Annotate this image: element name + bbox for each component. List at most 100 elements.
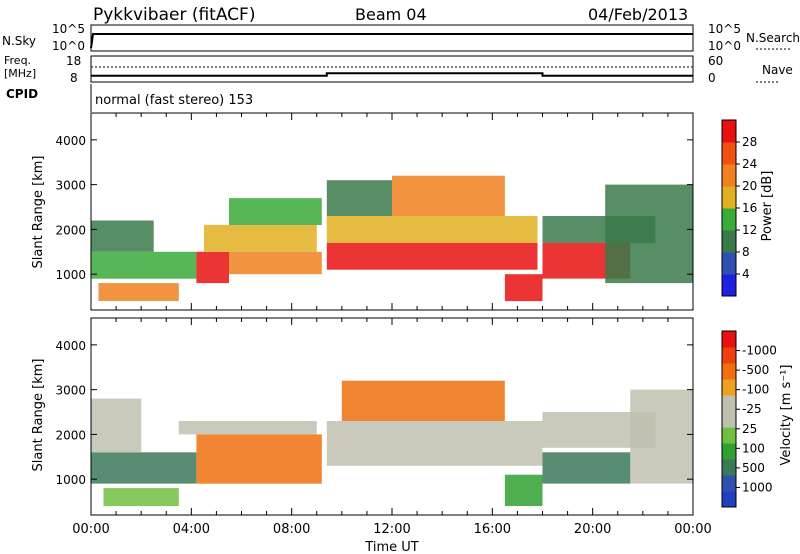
power-colorbar-cell — [722, 120, 736, 143]
velocity-colorbar-tick-label: 25 — [742, 422, 757, 436]
velocity-colorbar-tick-label: -25 — [742, 402, 762, 416]
velocity-region-6 — [341, 380, 505, 421]
nsky-tick-bottom: 10^0 — [52, 39, 85, 53]
nsky-tick-top: 10^5 — [52, 22, 85, 36]
power-region-1 — [91, 220, 154, 252]
power-ytick-label: 2000 — [55, 223, 86, 237]
nsearch-tick-top: 10^5 — [708, 22, 741, 36]
velocity-heatmap — [91, 380, 693, 506]
velocity-xtick-label: 20:00 — [574, 522, 611, 537]
velocity-xtick-label: 12:00 — [373, 522, 410, 537]
power-colorbar: 4 8 12 16 20 24 28 — [721, 119, 757, 297]
velocity-colorbar-tick-label: -1000 — [742, 344, 777, 358]
power-colorbar-cell — [722, 208, 736, 231]
velocity-region-4 — [178, 421, 317, 435]
velocity-region-8 — [542, 452, 631, 484]
velocity-ytick-label: 4000 — [55, 339, 86, 353]
velocity-colorbar-cell — [722, 363, 736, 380]
power-colorbar-tick-label: 4 — [742, 267, 750, 281]
nave-label: Nave — [762, 63, 793, 77]
power-colorbar-cell — [722, 164, 736, 187]
power-colorbar-tick-label: 20 — [742, 179, 757, 193]
velocity-colorbar-cell — [722, 427, 736, 444]
power-region-8 — [326, 216, 538, 243]
velocity-y-axis-label: Slant Range [km] — [31, 359, 46, 472]
freq-tick-top: 18 — [66, 54, 81, 68]
power-ytick-label: 4000 — [55, 134, 86, 148]
power-region-2 — [98, 283, 179, 301]
velocity-colorbar-tick-label: 100 — [742, 441, 765, 455]
velocity-ytick-label: 3000 — [55, 384, 86, 398]
power-y-axis: 1000 2000 3000 4000 — [55, 113, 693, 310]
velocity-region-0 — [91, 452, 197, 484]
power-region-11 — [504, 274, 543, 302]
power-region-14 — [605, 184, 693, 284]
velocity-xtick-label: 16:00 — [474, 522, 511, 537]
velocity-region-7 — [504, 474, 543, 506]
power-colorbar-tick-label: 8 — [742, 245, 750, 259]
freq-label: Freq. — [4, 54, 31, 67]
power-colorbar-cell — [722, 230, 736, 253]
power-region-9 — [326, 180, 392, 216]
power-colorbar-cell — [722, 274, 736, 297]
nsearch-label: N.Search — [746, 31, 800, 45]
velocity-region-10 — [630, 389, 693, 484]
velocity-axes: 1000 2000 3000 4000 00:00 04:00 08:00 12:00 16:0… — [55, 318, 712, 537]
nsky-label: N.Sky — [2, 34, 36, 48]
nsky-panel — [90, 24, 694, 52]
velocity-colorbar-cell — [722, 475, 736, 492]
nsearch-tick-bottom: 10^0 — [708, 39, 741, 53]
velocity-ytick-label: 2000 — [55, 428, 86, 442]
power-region-6 — [229, 198, 322, 225]
velocity-colorbar-tick-label: -100 — [742, 383, 769, 397]
x-axis-label: Time UT — [364, 540, 418, 554]
nsky-trace — [90, 33, 693, 49]
velocity-region-2 — [103, 488, 179, 506]
velocity-colorbar-cell — [722, 395, 736, 412]
velocity-colorbar-cell — [722, 379, 736, 396]
power-heatmap — [91, 175, 693, 302]
freq-trace — [91, 72, 693, 77]
power-region-4 — [203, 224, 317, 252]
velocity-colorbar-cell — [722, 459, 736, 476]
velocity-colorbar-cell — [722, 491, 736, 508]
freq-tick-bottom: 8 — [70, 71, 78, 85]
power-region-5 — [229, 251, 322, 275]
velocity-colorbar-cell — [722, 411, 736, 428]
freq-unit-label: [MHz] — [4, 67, 36, 80]
nave-tick-bottom: 0 — [708, 71, 716, 85]
power-y-axis-label: Slant Range [km] — [31, 156, 46, 269]
power-region-3 — [196, 251, 229, 284]
velocity-colorbar-tick-label: 500 — [742, 461, 765, 475]
power-colorbar-cell — [722, 186, 736, 209]
velocity-xtick-label: 04:00 — [173, 522, 210, 537]
mode-text: normal (fast stereo) 153 — [95, 93, 253, 108]
velocity-region-1 — [91, 398, 142, 453]
power-region-0 — [91, 251, 197, 279]
freq-panel — [90, 55, 694, 83]
velocity-colorbar-tick-label: -500 — [742, 363, 769, 377]
velocity-xtick-label: 00:00 — [72, 522, 109, 537]
velocity-colorbar-tick-label: 1000 — [742, 480, 773, 494]
velocity-colorbar-label: Velocity [m s⁻¹] — [779, 365, 794, 466]
power-region-10 — [392, 175, 505, 216]
power-ytick-label: 3000 — [55, 179, 86, 193]
power-colorbar-cell — [722, 142, 736, 165]
velocity-colorbar-frame — [721, 330, 737, 508]
velocity-colorbar-cell — [722, 331, 736, 348]
nave-tick-top: 60 — [708, 54, 723, 68]
velocity-ytick-label: 1000 — [55, 473, 86, 487]
power-region-7 — [326, 242, 538, 270]
cpid-label: CPID — [6, 87, 38, 101]
velocity-region-5 — [326, 421, 543, 466]
beam-label: Beam 04 — [355, 5, 427, 24]
date-label: 04/Feb/2013 — [588, 5, 688, 24]
power-colorbar-tick-label: 12 — [742, 223, 757, 237]
power-colorbar-tick-label: 28 — [742, 135, 757, 149]
power-colorbar-cell — [722, 252, 736, 275]
velocity-region-3 — [196, 434, 322, 484]
power-colorbar-tick-label: 24 — [742, 157, 757, 171]
power-colorbar-tick-label: 16 — [742, 201, 757, 215]
velocity-xtick-label: 00:00 — [674, 522, 711, 537]
